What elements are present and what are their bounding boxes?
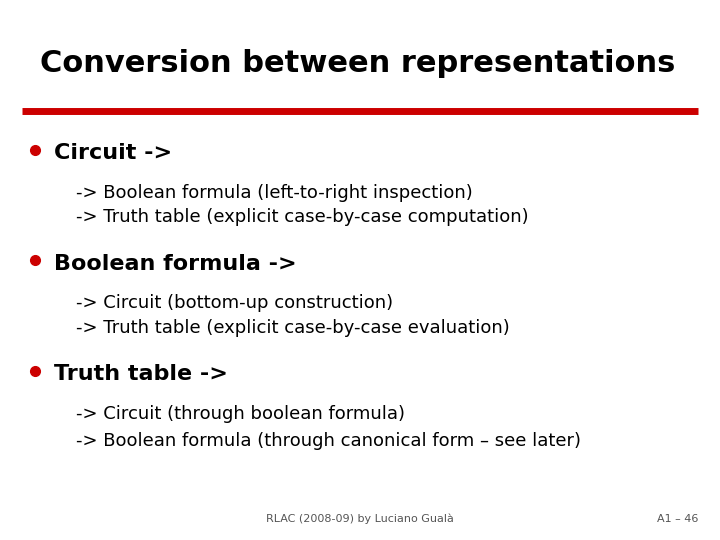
Text: Boolean formula ->: Boolean formula -> — [54, 254, 297, 274]
Text: -> Circuit (through boolean formula): -> Circuit (through boolean formula) — [76, 405, 405, 423]
Text: -> Boolean formula (through canonical form – see later): -> Boolean formula (through canonical fo… — [76, 432, 580, 450]
Text: Conversion between representations: Conversion between representations — [40, 49, 675, 78]
Text: Truth table ->: Truth table -> — [54, 364, 228, 384]
Text: -> Boolean formula (left-to-right inspection): -> Boolean formula (left-to-right inspec… — [76, 184, 472, 201]
Text: -> Truth table (explicit case-by-case evaluation): -> Truth table (explicit case-by-case ev… — [76, 319, 509, 336]
Text: -> Truth table (explicit case-by-case computation): -> Truth table (explicit case-by-case co… — [76, 208, 528, 226]
Text: RLAC (2008-09) by Luciano Gualà: RLAC (2008-09) by Luciano Gualà — [266, 514, 454, 524]
Text: Circuit ->: Circuit -> — [54, 143, 172, 163]
Text: -> Circuit (bottom-up construction): -> Circuit (bottom-up construction) — [76, 294, 392, 312]
Text: A1 – 46: A1 – 46 — [657, 514, 698, 524]
